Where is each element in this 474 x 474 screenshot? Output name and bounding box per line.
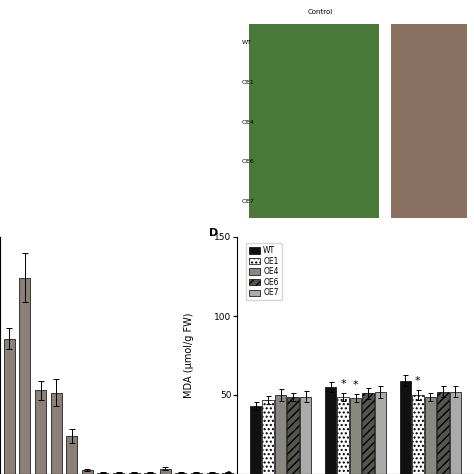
Text: WT: WT — [204, 7, 209, 13]
Bar — [391, 24, 467, 218]
Bar — [4, 338, 15, 474]
Bar — [128, 473, 139, 474]
Text: OE13: OE13 — [122, 7, 127, 18]
Bar — [175, 473, 186, 474]
Bar — [287, 397, 299, 474]
Bar — [337, 397, 349, 474]
Text: 35S+MaATG8f: 35S+MaATG8f — [101, 62, 136, 66]
Bar — [207, 473, 218, 474]
Bar — [412, 395, 424, 474]
Bar — [362, 393, 374, 474]
Text: *: * — [415, 376, 421, 386]
Text: OE6: OE6 — [242, 159, 255, 164]
Text: OE14: OE14 — [134, 7, 138, 18]
Text: WT: WT — [228, 7, 232, 13]
Text: OE11: OE11 — [99, 7, 103, 18]
Text: OE12: OE12 — [110, 7, 115, 18]
Bar — [66, 436, 77, 474]
Bar — [82, 470, 93, 474]
Bar — [51, 393, 62, 474]
Text: OE5: OE5 — [28, 7, 33, 15]
Bar — [144, 473, 155, 474]
Y-axis label: MDA (μmol/g FW): MDA (μmol/g FW) — [184, 313, 194, 398]
Text: OE9: OE9 — [75, 7, 80, 15]
Text: WT: WT — [242, 40, 252, 45]
Text: *: * — [340, 379, 346, 389]
Bar — [400, 381, 411, 474]
Text: OE1: OE1 — [242, 80, 255, 85]
Text: OE4: OE4 — [17, 7, 21, 15]
Bar — [425, 397, 436, 474]
Text: OE3: OE3 — [5, 7, 9, 15]
Bar — [350, 398, 361, 474]
Text: OE10: OE10 — [87, 7, 91, 18]
Bar — [375, 392, 386, 474]
Text: MaATG8f-F+NOS: MaATG8f-F+NOS — [98, 142, 139, 147]
Bar — [300, 397, 311, 474]
Text: OE15: OE15 — [146, 7, 150, 18]
Bar — [113, 473, 124, 474]
Bar — [437, 392, 448, 474]
Bar — [35, 390, 46, 474]
Text: OE8: OE8 — [64, 7, 68, 15]
Bar — [19, 278, 30, 474]
Text: OE16: OE16 — [157, 7, 162, 18]
Text: OE6: OE6 — [40, 7, 44, 15]
Text: OE18: OE18 — [181, 7, 185, 18]
Bar — [449, 392, 461, 474]
Bar — [263, 400, 274, 474]
Bar — [160, 469, 171, 474]
Text: OE17: OE17 — [169, 7, 173, 18]
Legend: WT, OE1, OE4, OE6, OE7: WT, OE1, OE4, OE6, OE7 — [246, 243, 282, 301]
Bar — [98, 473, 109, 474]
Bar — [191, 473, 202, 474]
Bar — [249, 24, 379, 218]
Text: OE4: OE4 — [242, 119, 255, 125]
Bar — [275, 395, 286, 474]
Text: OE7: OE7 — [52, 7, 56, 15]
Text: OE7: OE7 — [242, 199, 255, 204]
Text: Control: Control — [307, 9, 333, 16]
Bar — [250, 406, 262, 474]
Bar — [222, 473, 233, 474]
Text: D: D — [209, 228, 218, 237]
Bar — [325, 387, 336, 474]
Text: *: * — [353, 380, 358, 390]
Text: MaATG8f-F/R: MaATG8f-F/R — [103, 213, 134, 218]
